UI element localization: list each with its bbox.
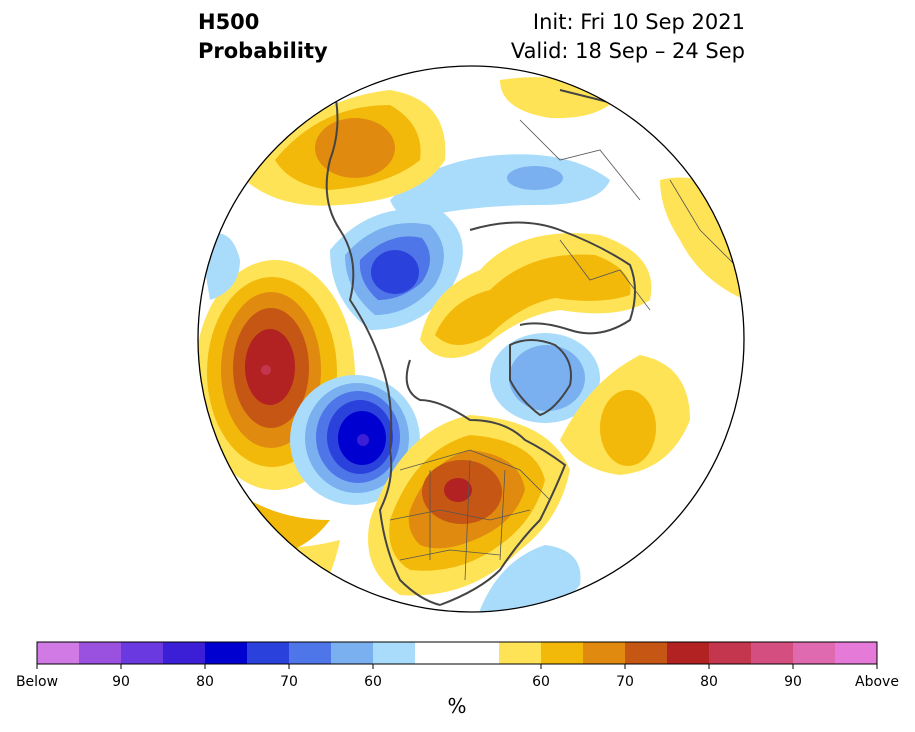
anomaly-fields: [198, 74, 744, 612]
colorbar-cell: [331, 642, 374, 664]
anomaly-western-atlantic-low: [480, 545, 581, 612]
title-right: Init: Fri 10 Sep 2021 Valid: 18 Sep – 24…: [511, 8, 745, 66]
anomaly-east-asia-high: [245, 90, 446, 206]
colorbar-cell: [583, 642, 626, 664]
colorbar-cell: [205, 642, 248, 664]
colorbar-cell: [667, 642, 710, 664]
colorbar-tick-label: Above: [855, 674, 899, 690]
colorbar-cell: [625, 642, 668, 664]
colorbar-tick-label: Below: [15, 674, 59, 690]
colorbar-tick-label: 80: [196, 674, 214, 690]
colorbar-tick-label: 90: [784, 674, 802, 690]
anomaly-europe-high: [420, 233, 652, 358]
title-left: H500 Probability: [198, 8, 328, 66]
init-date-label: Init: Fri 10 Sep 2021: [532, 10, 745, 34]
map-boundary: [197, 65, 745, 613]
anomaly-north-pacific-high: [198, 260, 355, 490]
anomaly-siberia-low: [330, 208, 463, 330]
anomaly-arctic-low-core: [507, 166, 563, 190]
political-borders: [389, 119, 741, 581]
colorbar-cell: [289, 642, 332, 664]
colorbar-cell: [79, 642, 122, 664]
colorbar-cell: [457, 642, 500, 664]
variable-label: H500: [198, 10, 260, 34]
colorbar-tick-label: 60: [532, 674, 550, 690]
colorbar-tick-label: 90: [112, 674, 130, 690]
colorbar-cell: [37, 642, 80, 664]
colorbar-tick-label: 60: [364, 674, 382, 690]
colorbar-cell: [541, 642, 584, 664]
colorbar-cell: [751, 642, 794, 664]
polar-map: [197, 65, 745, 613]
anomaly-gulf-of-alaska-low: [290, 375, 420, 505]
anomaly-central-north-america-high: [368, 415, 570, 596]
colorbar-frame: [36, 641, 878, 665]
colorbar-cell: [373, 642, 416, 664]
colorbar-cell: [415, 642, 458, 664]
colorbar-cell: [121, 642, 164, 664]
colorbar-unit: %: [447, 694, 467, 718]
valid-date-label: Valid: 18 Sep – 24 Sep: [510, 39, 745, 63]
colorbar-tick-label: 70: [280, 674, 298, 690]
colorbar-cell: [835, 642, 878, 664]
colorbar-cell: [793, 642, 836, 664]
colorbar-cell: [499, 642, 542, 664]
colorbar-tick-label: 70: [616, 674, 634, 690]
colorbar-cell: [163, 642, 206, 664]
colorbar-cell: [247, 642, 290, 664]
anomaly-north-atlantic-high: [560, 355, 690, 475]
colorbar-cells: [37, 642, 878, 664]
colorbar-ticks: [36, 664, 878, 669]
anomaly-greenland-low: [490, 333, 600, 423]
colorbar-cell: [709, 642, 752, 664]
colorbar-tick-label: 80: [700, 674, 718, 690]
product-label: Probability: [198, 39, 328, 63]
